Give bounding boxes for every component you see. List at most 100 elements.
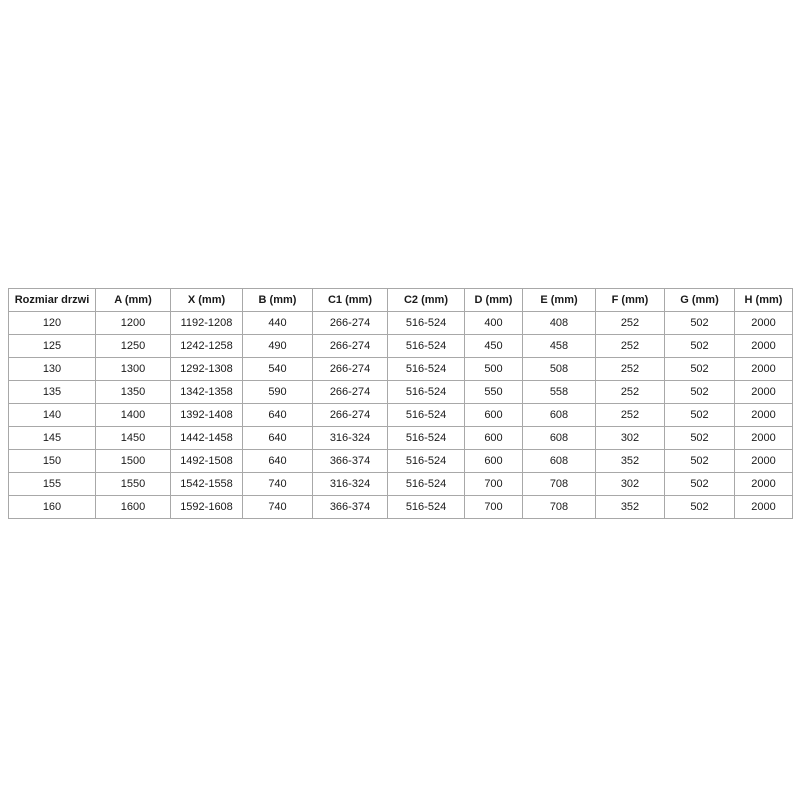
table-cell: 408 bbox=[522, 311, 596, 335]
table-cell: 516-524 bbox=[387, 472, 465, 496]
table-cell: 740 bbox=[242, 495, 313, 519]
column-header-4: C1 (mm) bbox=[312, 288, 388, 312]
column-header-10: H (mm) bbox=[734, 288, 793, 312]
column-header-7: E (mm) bbox=[522, 288, 596, 312]
table-cell: 516-524 bbox=[387, 334, 465, 358]
table-cell: 302 bbox=[595, 472, 665, 496]
table-cell: 600 bbox=[464, 403, 523, 427]
table-cell: 302 bbox=[595, 426, 665, 450]
table-cell: 2000 bbox=[734, 334, 793, 358]
table-row: 130 1300 1292-1308 540 266-274 516-524 500 508 2… bbox=[8, 357, 793, 381]
table-cell: 2000 bbox=[734, 426, 793, 450]
table-cell: 2000 bbox=[734, 357, 793, 381]
table-cell: 516-524 bbox=[387, 311, 465, 335]
table-cell: 502 bbox=[664, 495, 735, 519]
table-cell: 352 bbox=[595, 449, 665, 473]
table-cell: 150 bbox=[8, 449, 96, 473]
table-cell: 1550 bbox=[95, 472, 171, 496]
table-cell: 502 bbox=[664, 472, 735, 496]
column-header-8: F (mm) bbox=[595, 288, 665, 312]
table-cell: 708 bbox=[522, 495, 596, 519]
table-body: 120 1200 1192-1208 440 266-274 516-524 400 408 2… bbox=[8, 311, 793, 519]
table-cell: 252 bbox=[595, 380, 665, 404]
table-cell: 590 bbox=[242, 380, 313, 404]
table-cell: 502 bbox=[664, 403, 735, 427]
table-cell: 1600 bbox=[95, 495, 171, 519]
table-cell: 366-374 bbox=[312, 495, 388, 519]
table-cell: 502 bbox=[664, 311, 735, 335]
table-cell: 440 bbox=[242, 311, 313, 335]
table-cell: 1400 bbox=[95, 403, 171, 427]
table-row: 145 1450 1442-1458 640 316-324 516-524 600 608 3… bbox=[8, 426, 793, 450]
table-cell: 2000 bbox=[734, 472, 793, 496]
column-header-3: B (mm) bbox=[242, 288, 313, 312]
table-cell: 1350 bbox=[95, 380, 171, 404]
table-cell: 125 bbox=[8, 334, 96, 358]
table-cell: 1592-1608 bbox=[170, 495, 243, 519]
table-cell: 502 bbox=[664, 426, 735, 450]
table-cell: 458 bbox=[522, 334, 596, 358]
table-cell: 516-524 bbox=[387, 426, 465, 450]
table-cell: 316-324 bbox=[312, 426, 388, 450]
table-cell: 252 bbox=[595, 357, 665, 381]
table-cell: 516-524 bbox=[387, 357, 465, 381]
table-cell: 558 bbox=[522, 380, 596, 404]
table-cell: 508 bbox=[522, 357, 596, 381]
table-cell: 266-274 bbox=[312, 357, 388, 381]
table-cell: 400 bbox=[464, 311, 523, 335]
table-cell: 352 bbox=[595, 495, 665, 519]
table-cell: 516-524 bbox=[387, 403, 465, 427]
table-row: 135 1350 1342-1358 590 266-274 516-524 550 558 2… bbox=[8, 380, 793, 404]
table-cell: 1342-1358 bbox=[170, 380, 243, 404]
table-row: 160 1600 1592-1608 740 366-374 516-524 700 708 3… bbox=[8, 495, 793, 519]
column-header-6: D (mm) bbox=[464, 288, 523, 312]
table-header: Rozmiar drzwi A (mm) X (mm) B (mm) C1 (mm) C2… bbox=[8, 288, 793, 312]
table-cell: 1192-1208 bbox=[170, 311, 243, 335]
table-cell: 252 bbox=[595, 311, 665, 335]
table-cell: 1542-1558 bbox=[170, 472, 243, 496]
table-row: 140 1400 1392-1408 640 266-274 516-524 600 608 2… bbox=[8, 403, 793, 427]
table-cell: 1250 bbox=[95, 334, 171, 358]
table-cell: 740 bbox=[242, 472, 313, 496]
table-cell: 1492-1508 bbox=[170, 449, 243, 473]
table-cell: 130 bbox=[8, 357, 96, 381]
table-row: 120 1200 1192-1208 440 266-274 516-524 400 408 2… bbox=[8, 311, 793, 335]
column-header-5: C2 (mm) bbox=[387, 288, 465, 312]
table-cell: 2000 bbox=[734, 403, 793, 427]
table-cell: 2000 bbox=[734, 449, 793, 473]
table-header-row: Rozmiar drzwi A (mm) X (mm) B (mm) C1 (mm) C2… bbox=[8, 288, 793, 312]
table-cell: 160 bbox=[8, 495, 96, 519]
table-cell: 1242-1258 bbox=[170, 334, 243, 358]
table-cell: 608 bbox=[522, 403, 596, 427]
table-cell: 640 bbox=[242, 403, 313, 427]
table-cell: 155 bbox=[8, 472, 96, 496]
table-cell: 516-524 bbox=[387, 449, 465, 473]
table-cell: 550 bbox=[464, 380, 523, 404]
table-cell: 502 bbox=[664, 357, 735, 381]
table-row: 150 1500 1492-1508 640 366-374 516-524 600 608 3… bbox=[8, 449, 793, 473]
table-cell: 708 bbox=[522, 472, 596, 496]
table-cell: 266-274 bbox=[312, 403, 388, 427]
table-cell: 1392-1408 bbox=[170, 403, 243, 427]
table-cell: 252 bbox=[595, 334, 665, 358]
table-cell: 700 bbox=[464, 472, 523, 496]
table-cell: 266-274 bbox=[312, 311, 388, 335]
table-cell: 600 bbox=[464, 426, 523, 450]
column-header-2: X (mm) bbox=[170, 288, 243, 312]
table-cell: 1500 bbox=[95, 449, 171, 473]
spec-table-container: Rozmiar drzwi A (mm) X (mm) B (mm) C1 (mm) C2… bbox=[8, 288, 793, 519]
table-cell: 516-524 bbox=[387, 380, 465, 404]
table-cell: 640 bbox=[242, 426, 313, 450]
column-header-0: Rozmiar drzwi bbox=[8, 288, 96, 312]
table-cell: 450 bbox=[464, 334, 523, 358]
table-cell: 608 bbox=[522, 426, 596, 450]
table-cell: 540 bbox=[242, 357, 313, 381]
table-cell: 516-524 bbox=[387, 495, 465, 519]
table-cell: 490 bbox=[242, 334, 313, 358]
table-cell: 1300 bbox=[95, 357, 171, 381]
table-cell: 145 bbox=[8, 426, 96, 450]
table-cell: 502 bbox=[664, 334, 735, 358]
table-cell: 608 bbox=[522, 449, 596, 473]
column-header-9: G (mm) bbox=[664, 288, 735, 312]
